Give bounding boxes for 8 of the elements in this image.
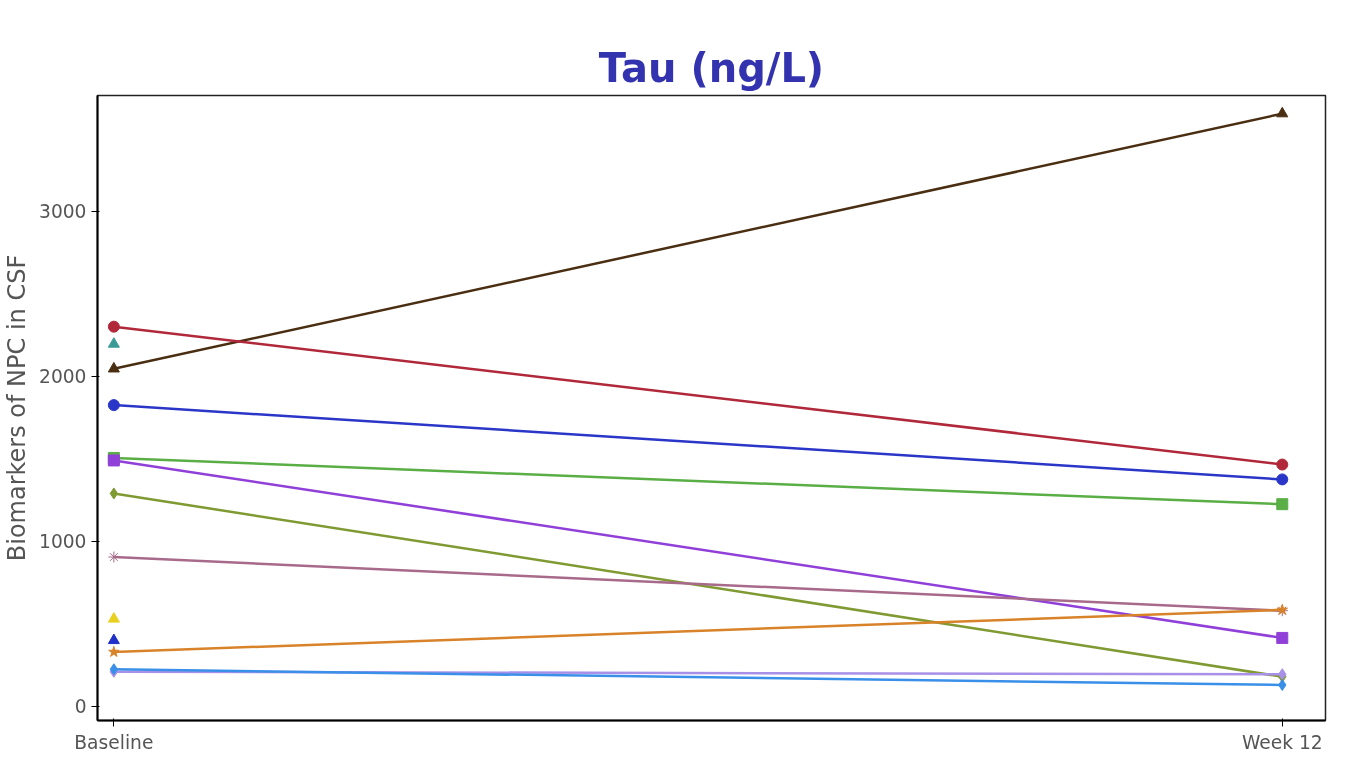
y-tick-label: 3000 xyxy=(39,201,87,223)
x-tick-label: Week 12 xyxy=(1241,731,1323,753)
y-tick-label: 0 xyxy=(74,696,87,718)
y-axis-title: Biomarkers of NPC in CSF xyxy=(3,254,32,562)
chart-title: Tau (ng/L) xyxy=(598,44,825,91)
y-tick-label: 1000 xyxy=(39,531,87,553)
y-tick-label: 2000 xyxy=(39,366,87,388)
x-tick-label: Baseline xyxy=(74,731,154,753)
